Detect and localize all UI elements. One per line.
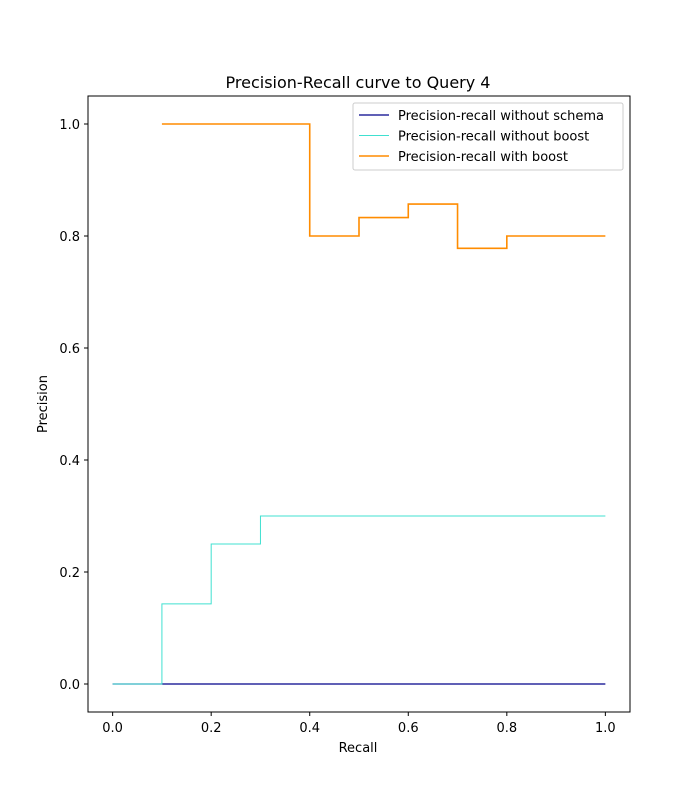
y-axis: 0.0 0.2 0.4 0.6 0.8 1.0	[59, 118, 88, 693]
series-line-3	[161, 123, 606, 250]
x-tick-label: 1.0	[595, 721, 616, 736]
y-axis-title: Precision	[36, 375, 51, 433]
y-tick-label: 0.4	[59, 454, 80, 469]
y-tick-label: 0.6	[59, 342, 80, 357]
x-tick-label: 0.2	[201, 721, 222, 736]
y-tick-label: 0.2	[59, 566, 80, 581]
x-tick-label: 0.8	[496, 721, 517, 736]
x-tick-label: 0.0	[102, 721, 123, 736]
y-tick-label: 1.0	[59, 118, 80, 133]
x-tick-label: 0.6	[398, 721, 419, 736]
legend-label-1: Precision-recall without schema	[398, 109, 604, 124]
legend-box	[352, 102, 624, 171]
legend-label-2: Precision-recall without boost	[398, 130, 589, 145]
chart-title: Precision-Recall curve to Query 4	[226, 73, 491, 92]
x-axis: 0.0 0.2 0.4 0.6 0.8 1.0	[102, 712, 616, 736]
plot-area	[87, 95, 631, 713]
series-line-2	[112, 515, 606, 685]
x-axis-title: Recall	[339, 741, 378, 756]
y-tick-label: 0.0	[59, 678, 80, 693]
y-tick-label: 0.8	[59, 230, 80, 245]
plot-frame	[87, 95, 631, 713]
legend-label-3: Precision-recall with boost	[398, 150, 568, 165]
x-tick-label: 0.4	[299, 721, 320, 736]
series-layer	[112, 123, 606, 685]
legend: Precision-recall without schema Precision…	[352, 102, 624, 171]
